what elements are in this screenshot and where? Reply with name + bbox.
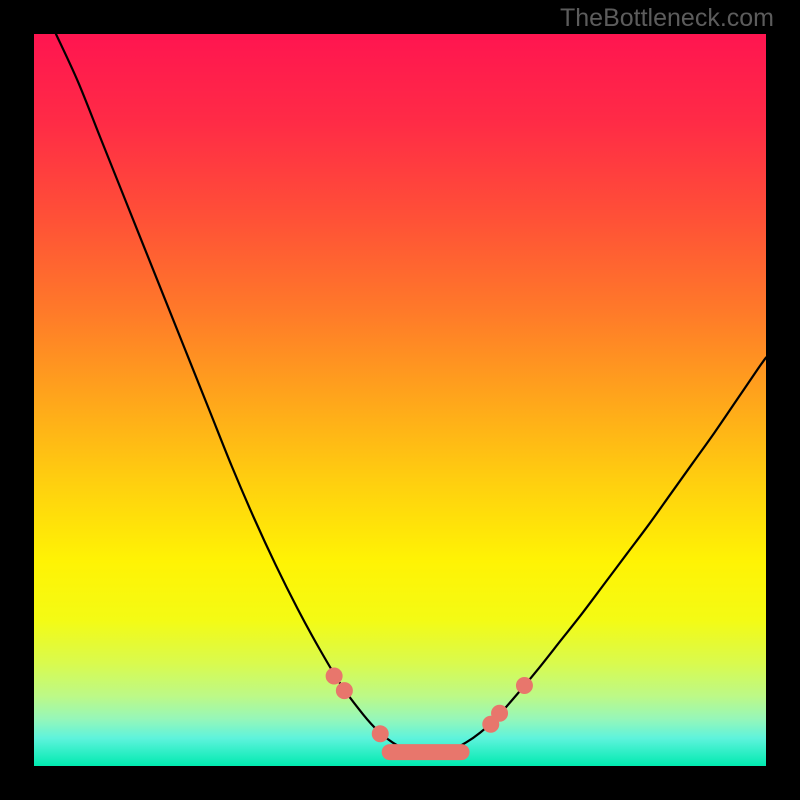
plot-area [34,34,766,766]
curve-markers [326,668,532,760]
marker-dot [336,683,352,699]
marker-bar [382,744,470,760]
curve-layer [34,34,766,766]
stage: TheBottleneck.com [0,0,800,800]
marker-dot [492,705,508,721]
marker-dot [372,726,388,742]
watermark-text: TheBottleneck.com [560,4,774,33]
marker-dot [516,677,532,693]
bottleneck-curve [56,34,766,753]
marker-dot [326,668,342,684]
